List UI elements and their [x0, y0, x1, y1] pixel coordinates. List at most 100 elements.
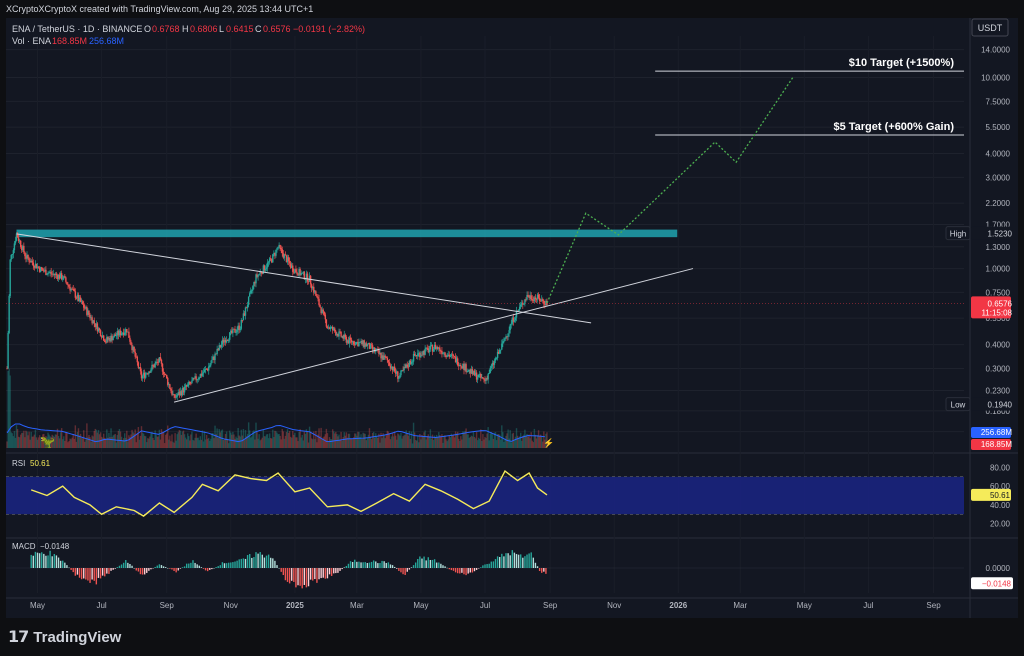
candle-body [231, 330, 233, 334]
volume-bar [277, 434, 279, 448]
volume-bar [537, 430, 540, 448]
chart-canvas[interactable]: $10 Target (+1500%) $5 Target (+600% Gain… [6, 18, 1018, 618]
price-axis[interactable]: 14.0000 10.0000 7.5000 5.5000 4.0000 3.0000 2.… [945, 46, 1013, 590]
volume-bar [117, 430, 120, 448]
candle-body [45, 269, 47, 275]
candle-body [39, 267, 42, 272]
volume-bar [539, 434, 542, 448]
candle-body [285, 255, 288, 263]
macd-histogram-bar [291, 568, 293, 581]
volume-bar [39, 437, 42, 448]
volume-bar [284, 435, 287, 448]
candle-body [538, 297, 541, 301]
candle-body [234, 328, 236, 333]
candle-body [417, 353, 419, 357]
time-axis[interactable]: May Jul Sep Nov 2025 Mar May Jul Sep Nov 2026 Mar Ma… [30, 601, 941, 610]
candle-body [258, 273, 260, 275]
volume-bar [215, 434, 217, 448]
volume-bar [444, 435, 446, 448]
macd-histogram-bar [53, 553, 56, 568]
volume-bar [425, 439, 427, 448]
candle-body [151, 364, 153, 370]
candle-body [196, 379, 198, 381]
macd-histogram-bar [190, 562, 192, 568]
volume-bar [486, 433, 488, 448]
candle-body [293, 271, 295, 273]
macd-histogram-bar [43, 553, 45, 568]
candle-body [320, 307, 322, 314]
volume-bar [479, 438, 481, 448]
candle-body [422, 350, 424, 355]
candle-body [351, 341, 354, 343]
candle-body [239, 328, 241, 331]
macd-histogram-bar [372, 560, 375, 568]
volume-bar [210, 438, 212, 448]
candle-body [502, 341, 504, 344]
macd-histogram-bar [148, 568, 150, 571]
candle-body [73, 289, 75, 292]
macd-histogram-bar [339, 568, 341, 571]
macd-histogram-bar [270, 557, 272, 568]
macd-histogram-bar [288, 568, 291, 584]
candle-body [442, 353, 444, 355]
candle-body [74, 291, 77, 298]
volume-bar [417, 435, 419, 448]
candle-body [15, 233, 18, 241]
candle-body [134, 351, 136, 357]
macd-histogram-bar [446, 567, 448, 569]
volume-bar [236, 438, 238, 448]
macd-histogram-bar [347, 563, 350, 568]
candle-body [23, 245, 25, 253]
close-label: C [255, 24, 262, 34]
candle-body [201, 373, 204, 376]
macd-histogram-bar [328, 568, 331, 575]
candle-body [167, 378, 169, 385]
candle-body [235, 332, 237, 333]
candle-body [272, 254, 274, 263]
candle-body [455, 358, 458, 363]
macd-histogram-bar [469, 568, 471, 573]
volume-bar [112, 435, 114, 448]
price-layer: $10 Target (+1500%) $5 Target (+600% Gain… [6, 57, 964, 449]
macd-histogram-bar [496, 556, 499, 568]
volume-bar [321, 438, 323, 448]
candle-body [197, 378, 199, 380]
candle-body [543, 300, 545, 304]
candle-body [267, 261, 270, 263]
volume-bar [304, 433, 307, 448]
volume-bar [58, 438, 61, 448]
candle-body [527, 295, 529, 297]
candle-body [184, 385, 187, 387]
volume-bar [521, 440, 523, 448]
macd-histogram-bar [244, 558, 247, 568]
candle-body [343, 334, 345, 339]
candle-body [368, 343, 371, 349]
volume-bar [525, 435, 527, 448]
candle-body [489, 367, 491, 373]
volume-bar [147, 438, 149, 448]
macd-histogram-bar [425, 560, 427, 568]
volume-bar [175, 440, 177, 448]
volume-bar [546, 432, 548, 448]
volume-bar [85, 439, 87, 448]
macd-histogram-bar [45, 555, 47, 568]
volume-bar [514, 436, 517, 448]
candle-body [366, 344, 369, 347]
macd-histogram-bar [412, 565, 415, 568]
candle-body [338, 331, 340, 337]
macd-histogram-bar [97, 568, 100, 578]
symbol-title[interactable]: ENA / TetherUS · 1D · BINANCE [12, 24, 142, 34]
candle-body [208, 366, 210, 371]
macd-histogram-bar [442, 565, 444, 568]
candle-body [388, 362, 391, 366]
candle-body [213, 356, 215, 361]
macd-histogram-bar [112, 568, 114, 570]
macd-histogram-bar [225, 563, 228, 568]
macd-histogram-bar [89, 568, 91, 583]
currency-badge[interactable] [971, 18, 1009, 37]
volume-bar [390, 436, 393, 448]
candle-body [257, 274, 259, 277]
candle-body [127, 331, 129, 333]
macd-histogram-bar [358, 561, 360, 568]
candle-body [236, 329, 238, 333]
